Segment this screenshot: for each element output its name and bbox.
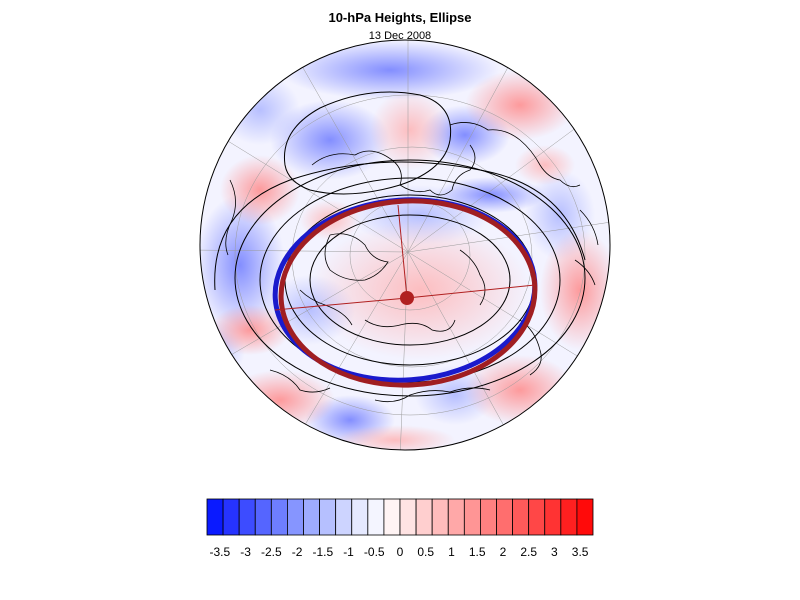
- colorbar-swatch: [576, 498, 594, 536]
- colorbar-swatch: [496, 498, 513, 536]
- colorbar-swatch: [480, 498, 497, 536]
- colorbar-swatch: [270, 498, 288, 536]
- ellipse-center-marker: [400, 291, 414, 305]
- colorbar-swatch: [351, 498, 369, 536]
- colorbar-tick-label: -0.5: [364, 545, 385, 559]
- coastlines: [225, 122, 599, 403]
- colorbar-tick-label: 3: [551, 545, 558, 559]
- colorbar-tick-label: -2: [292, 545, 303, 559]
- colorbar-tick-label: 2: [500, 545, 507, 559]
- colorbar-tick-label: -3: [240, 545, 251, 559]
- colorbar-tick-label: 3.5: [572, 545, 589, 559]
- colorbar-swatch: [303, 498, 320, 536]
- colorbar-swatch: [206, 498, 224, 536]
- colorbar-tick-label: 1: [448, 545, 455, 559]
- colorbar-swatch: [222, 498, 240, 536]
- map-title: 10-hPa Heights, Ellipse: [328, 10, 472, 25]
- colorbar-swatch: [287, 498, 304, 536]
- colorbar-tick-label: -2.5: [261, 545, 282, 559]
- colorbar-swatch: [238, 498, 256, 536]
- colorbar-tick-label: 0.5: [417, 545, 434, 559]
- colorbar-swatch: [399, 498, 417, 536]
- colorbar-swatch: [319, 498, 337, 536]
- colorbar-swatch: [528, 498, 546, 536]
- colorbar-swatch: [447, 498, 465, 536]
- colorbar-tick-label: -1: [343, 545, 354, 559]
- ellipse-axes: [274, 204, 536, 311]
- graticule: [200, 40, 610, 450]
- colorbar-tick-label: 0: [397, 545, 404, 559]
- colorbar-swatch: [335, 498, 353, 536]
- colorbar-swatch: [367, 498, 385, 536]
- map-date: 13 Dec 2008: [368, 30, 432, 42]
- colorbar-swatch: [463, 498, 481, 536]
- colorbar-swatch: [560, 498, 578, 536]
- colorbar-swatch: [415, 498, 433, 536]
- colorbar-swatch: [383, 498, 401, 536]
- colorbar-swatch: [512, 498, 530, 536]
- colorbar-tick-label: 2.5: [520, 545, 537, 559]
- colorbar-swatch: [544, 498, 562, 536]
- colorbar-tick-label: 1.5: [469, 545, 486, 559]
- colorbar-swatch: [431, 498, 449, 536]
- colorbar-tick-label: -3.5: [210, 545, 231, 559]
- colorbar-swatch: [254, 498, 272, 536]
- colorbar-tick-label: -1.5: [312, 545, 333, 559]
- red-ellipse: [278, 198, 538, 388]
- polar-map: [199, 39, 611, 451]
- globe-border: [199, 39, 611, 451]
